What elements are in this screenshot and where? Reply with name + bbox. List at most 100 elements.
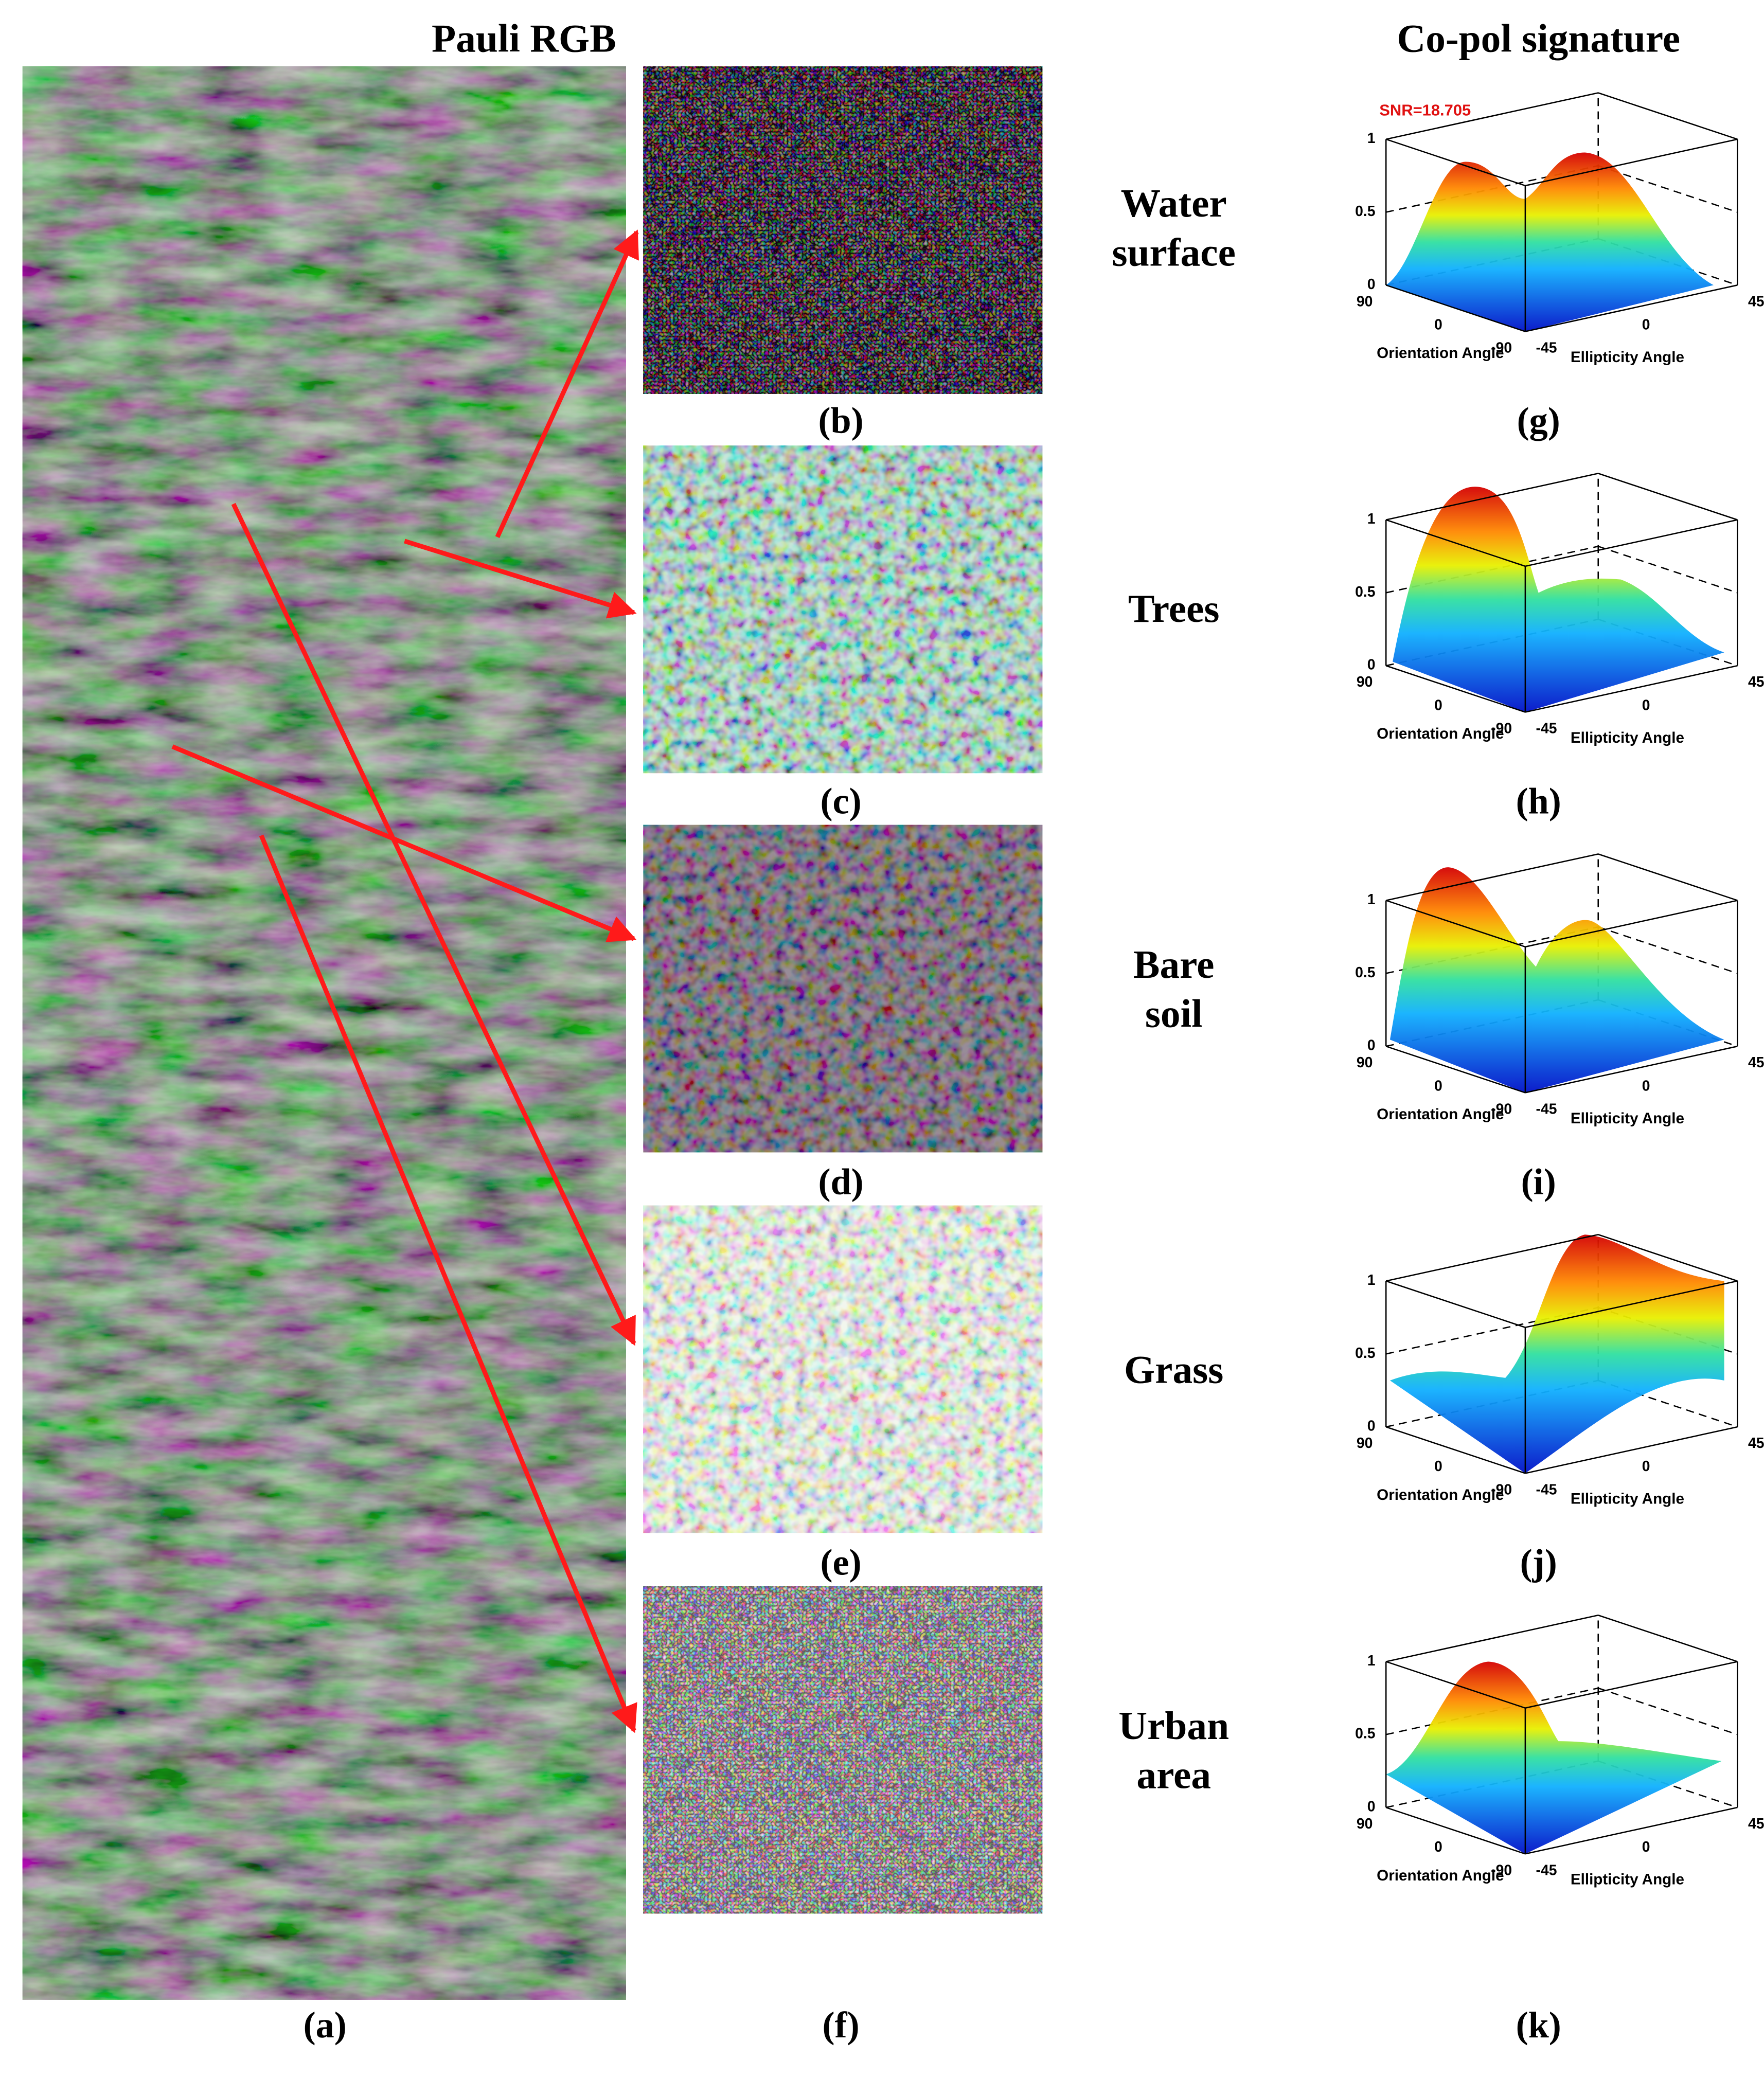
surface [1386, 1661, 1722, 1854]
panel-label: (f) [823, 2004, 860, 2046]
panel-label: (k) [1516, 2004, 1561, 2046]
undefined [1525, 284, 1738, 332]
ellipticity-tick-label: 45 [1748, 1435, 1764, 1452]
class-label: soil [1145, 991, 1203, 1035]
arrow [404, 539, 637, 619]
undefined [1525, 665, 1738, 713]
undefined [1385, 1045, 1526, 1094]
z-tick-label: 1 [1367, 1653, 1376, 1669]
z-tick-label: 0 [1367, 1037, 1376, 1054]
undefined [1598, 853, 1738, 901]
left-title: Pauli RGB [432, 16, 616, 60]
grid-line [1598, 1687, 1738, 1735]
ellipticity-tick-label: 0 [1642, 316, 1650, 333]
undefined [1525, 1426, 1738, 1474]
z-tick-label: 0.5 [1355, 584, 1375, 600]
z-tick-label: 0 [1367, 657, 1376, 673]
arrow [171, 744, 637, 942]
orientation-axis-label: Orientation Angle [1377, 1867, 1504, 1884]
undefined [1385, 519, 1526, 567]
ellipticity-tick-label: 45 [1748, 293, 1764, 310]
orientation-tick-label: 90 [1357, 1816, 1373, 1832]
panel-label: (h) [1516, 781, 1561, 822]
ellipticity-tick-label: 0 [1642, 697, 1650, 713]
orientation-tick-label: 90 [1357, 674, 1373, 690]
undefined [1385, 1234, 1598, 1282]
ellipticity-axis-label: Ellipticity Angle [1571, 1110, 1684, 1127]
undefined [1385, 138, 1526, 187]
surface [1386, 152, 1714, 332]
class-label: Water [1121, 181, 1227, 225]
patch-grass-noise [643, 1205, 1043, 1533]
class-label: Grass [1124, 1348, 1223, 1392]
undefined [1598, 1614, 1738, 1662]
undefined [1598, 473, 1738, 521]
class-label: surface [1112, 230, 1235, 275]
panel-label: (b) [818, 400, 863, 441]
ellipticity-tick-label: 45 [1748, 1054, 1764, 1071]
undefined [1598, 1234, 1738, 1282]
ellipticity-tick-label: 45 [1748, 1816, 1764, 1832]
orientation-tick-label: -90 [1491, 720, 1512, 737]
orientation-tick-label: 0 [1434, 1078, 1442, 1094]
z-tick-label: 0.5 [1355, 1726, 1375, 1742]
ellipticity-axis-label: Ellipticity Angle [1571, 1871, 1684, 1888]
class-label: area [1136, 1752, 1211, 1797]
undefined [1525, 519, 1738, 567]
z-tick-label: 1 [1367, 130, 1376, 147]
orientation-axis-label: Orientation Angle [1377, 725, 1504, 742]
orientation-axis-label: Orientation Angle [1377, 345, 1504, 362]
ellipticity-tick-label: 0 [1642, 1078, 1650, 1094]
z-tick-label: 0 [1367, 276, 1376, 293]
panel-label: (a) [304, 2004, 347, 2046]
ellipticity-tick-label: -45 [1536, 1101, 1557, 1117]
orientation-tick-label: 0 [1434, 1458, 1442, 1475]
orientation-tick-label: 0 [1434, 697, 1442, 713]
undefined [1385, 1806, 1526, 1855]
z-tick-label: 0.5 [1355, 203, 1375, 220]
z-tick-label: 1 [1367, 1272, 1376, 1288]
arrow [259, 834, 637, 1733]
undefined [1525, 900, 1738, 948]
ellipticity-tick-label: -45 [1536, 340, 1557, 356]
grid-line [1598, 545, 1738, 594]
patch-soil-noise [643, 825, 1043, 1153]
orientation-tick-label: -90 [1491, 1101, 1512, 1117]
ellipticity-tick-label: -45 [1536, 720, 1557, 737]
surface [1393, 487, 1724, 712]
ellipticity-tick-label: 0 [1642, 1839, 1650, 1855]
orientation-tick-label: 0 [1434, 316, 1442, 333]
surface [1389, 1234, 1724, 1474]
grid-line [1598, 926, 1738, 974]
arrow [495, 229, 639, 539]
class-label: Urban [1118, 1704, 1229, 1748]
panel-label: (e) [821, 1542, 862, 1583]
z-tick-label: 0.5 [1355, 1345, 1375, 1362]
patch-trees-noise [643, 445, 1043, 774]
snr-annotation: SNR=18.705 [1379, 101, 1471, 119]
arrows [171, 229, 639, 1733]
z-tick-label: 1 [1367, 891, 1376, 908]
arrow [231, 503, 636, 1346]
orientation-axis-label: Orientation Angle [1377, 1106, 1504, 1123]
patch-water-noise [643, 66, 1043, 394]
ellipticity-axis-label: Ellipticity Angle [1571, 729, 1684, 746]
orientation-tick-label: -90 [1491, 1481, 1512, 1498]
panel-label: (d) [818, 1161, 863, 1202]
undefined [1385, 284, 1526, 332]
undefined [1385, 900, 1526, 948]
ellipticity-tick-label: -45 [1536, 1862, 1557, 1878]
undefined [1385, 1280, 1526, 1328]
undefined [1385, 1661, 1526, 1709]
z-tick-label: 0.5 [1355, 964, 1375, 981]
panel-label: (g) [1517, 400, 1560, 441]
undefined [1598, 92, 1738, 140]
z-tick-label: 1 [1367, 511, 1376, 527]
z-tick-label: 0 [1367, 1418, 1376, 1435]
right-title: Co-pol signature [1397, 16, 1680, 60]
panel-label: (i) [1521, 1161, 1556, 1202]
